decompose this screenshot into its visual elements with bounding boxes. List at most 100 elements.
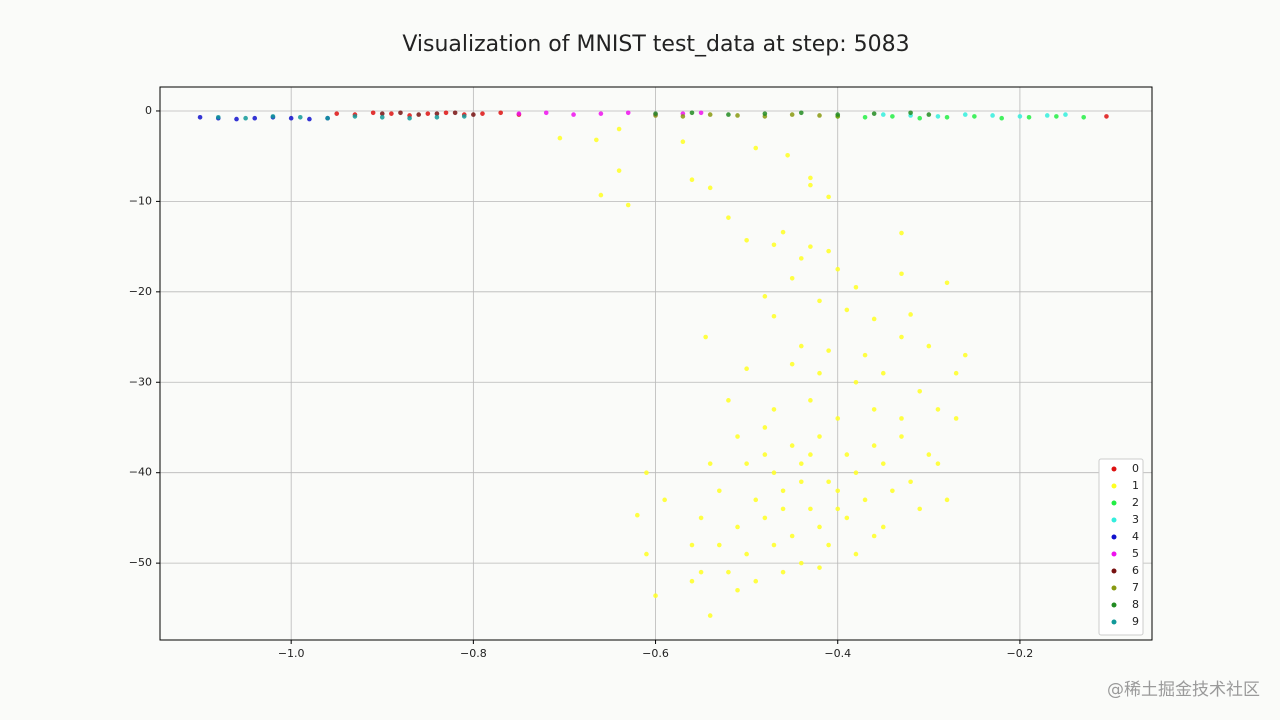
point	[871, 316, 877, 322]
point	[416, 112, 422, 117]
point	[461, 114, 467, 119]
point	[635, 512, 640, 518]
point	[771, 470, 777, 475]
point	[707, 613, 713, 618]
point	[516, 111, 522, 116]
y-tick-label: −50	[129, 556, 152, 569]
point	[880, 112, 886, 117]
point	[871, 533, 877, 539]
point	[789, 533, 795, 539]
point	[744, 551, 749, 557]
point	[707, 185, 713, 191]
point	[1044, 113, 1050, 118]
point	[826, 479, 831, 485]
point	[735, 434, 740, 439]
point	[1104, 114, 1109, 119]
point	[808, 182, 813, 188]
y-tick-label: −40	[129, 466, 152, 479]
point	[1026, 114, 1032, 120]
point	[425, 111, 431, 116]
point	[862, 497, 868, 503]
point	[1054, 114, 1059, 119]
point	[689, 110, 695, 116]
point	[653, 111, 658, 116]
chart-title: Visualization of MNIST test_data at step…	[402, 32, 909, 57]
point	[826, 248, 831, 254]
legend-marker	[1111, 619, 1117, 625]
point	[826, 542, 831, 548]
point	[880, 370, 886, 376]
legend-label: 7	[1132, 581, 1139, 594]
point	[908, 312, 913, 317]
x-tick-label: −0.2	[1007, 647, 1034, 660]
point	[443, 110, 449, 116]
point	[826, 348, 831, 353]
point	[653, 593, 658, 598]
point	[771, 542, 777, 548]
y-tick-label: −10	[129, 194, 152, 207]
point	[598, 111, 604, 116]
point	[744, 461, 749, 466]
point	[880, 461, 886, 466]
point	[908, 479, 913, 485]
point	[899, 271, 904, 277]
point	[844, 452, 850, 457]
point	[953, 370, 959, 376]
point	[762, 294, 768, 299]
point	[689, 542, 695, 548]
point	[817, 113, 822, 118]
x-tick-label: −0.8	[460, 647, 487, 660]
point	[571, 112, 576, 117]
point	[789, 361, 795, 367]
legend-label: 1	[1132, 479, 1139, 492]
point	[835, 416, 841, 421]
legend-marker	[1111, 483, 1117, 489]
point	[853, 285, 859, 290]
point	[808, 452, 813, 457]
point	[379, 111, 385, 116]
legend-marker	[1111, 466, 1117, 472]
point	[798, 479, 804, 485]
point	[1063, 112, 1068, 117]
point	[862, 352, 868, 358]
point	[753, 578, 759, 584]
point	[962, 352, 968, 358]
point	[871, 407, 877, 412]
point	[616, 168, 622, 173]
point	[1017, 114, 1023, 119]
point	[389, 111, 394, 116]
point	[835, 112, 841, 117]
point	[771, 313, 777, 319]
point	[698, 515, 704, 521]
point	[835, 506, 841, 512]
point	[616, 126, 622, 132]
point	[707, 461, 713, 466]
point	[780, 506, 786, 512]
point	[789, 275, 795, 281]
legend-marker	[1111, 534, 1117, 540]
point	[252, 115, 258, 121]
legend-marker	[1111, 568, 1117, 574]
point	[935, 407, 941, 412]
point	[890, 488, 895, 494]
point	[926, 343, 932, 349]
x-tick-label: −0.4	[824, 647, 851, 660]
point	[698, 110, 704, 116]
point	[370, 110, 376, 116]
point	[625, 110, 631, 116]
point	[726, 398, 731, 403]
y-tick-label: −20	[129, 285, 152, 298]
legend-label: 0	[1132, 462, 1139, 475]
point	[480, 111, 485, 116]
point	[926, 112, 932, 117]
point	[680, 139, 686, 145]
point	[789, 112, 795, 117]
legend-label: 4	[1132, 530, 1139, 543]
point	[735, 113, 740, 118]
point	[817, 370, 822, 376]
point	[899, 230, 904, 236]
point	[703, 334, 708, 340]
point	[935, 114, 941, 119]
point	[1081, 114, 1086, 120]
